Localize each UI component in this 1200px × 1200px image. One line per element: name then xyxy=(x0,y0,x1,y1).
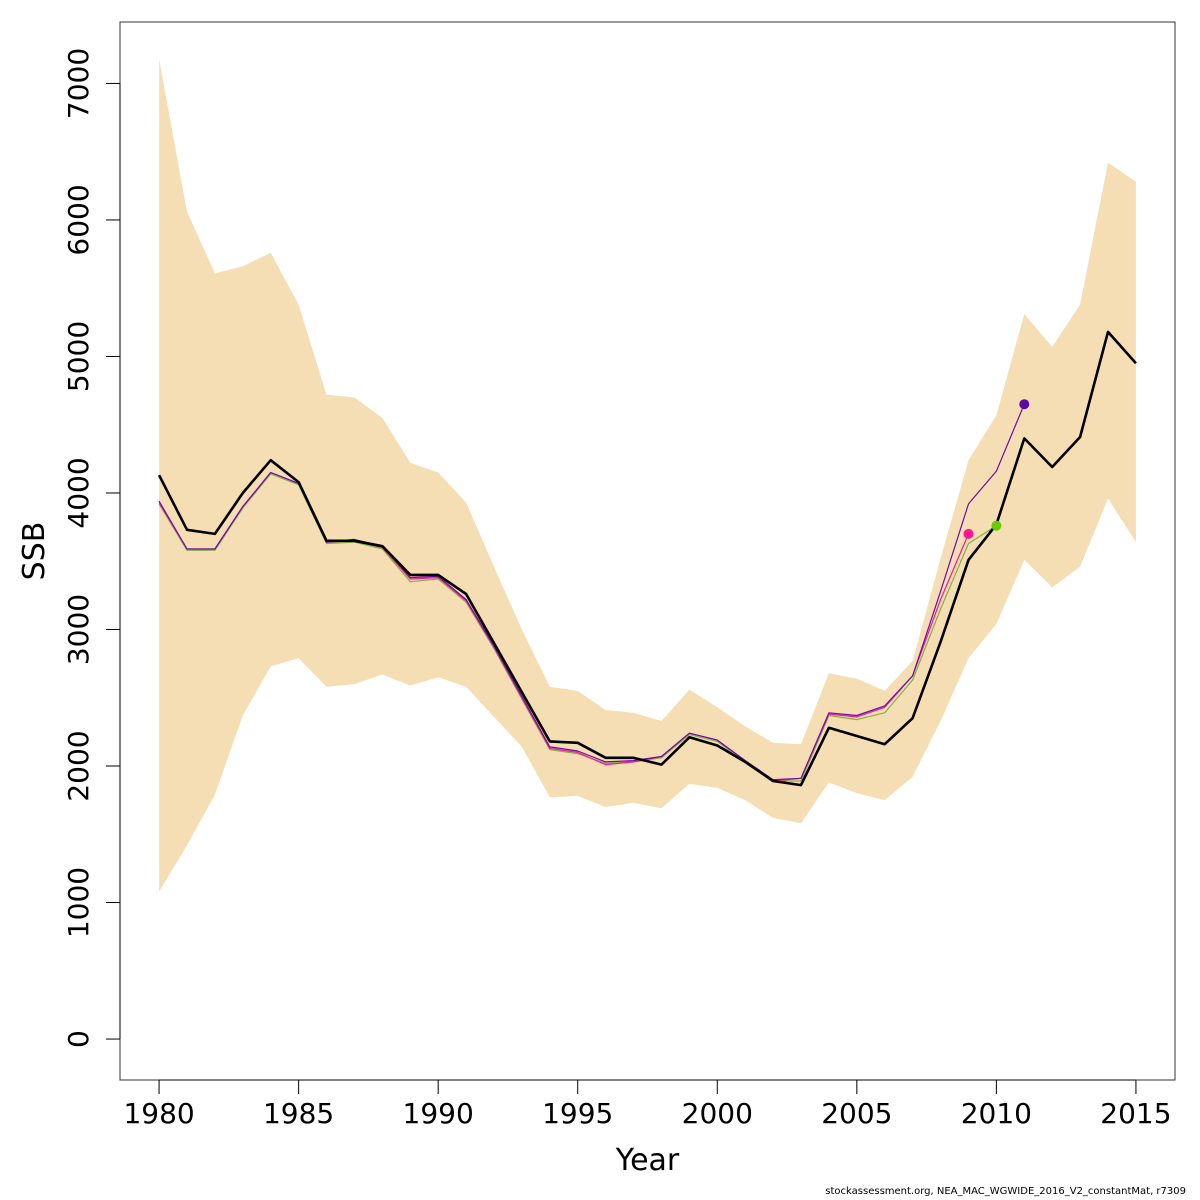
confidence-band-layer xyxy=(159,58,1136,892)
x-axis: 1980 1985 1990 1995 2000 2005 2010 2015 xyxy=(123,1079,1172,1130)
y-axis: 0 1000 2000 3000 4000 5000 6000 7000 xyxy=(62,48,121,1048)
y-tick-label: 4000 xyxy=(62,457,95,528)
retro-end-marker-1 xyxy=(991,520,1002,531)
confidence-band xyxy=(159,58,1136,892)
x-tick-label: 1995 xyxy=(542,1097,613,1130)
series-layer xyxy=(157,330,1137,787)
footer-credit: stockassessment.org, NEA_MAC_WGWIDE_2016… xyxy=(825,1186,1186,1197)
x-axis-label: Year xyxy=(615,1143,680,1178)
retro-end-marker-3 xyxy=(1019,399,1030,410)
x-tick-label: 2000 xyxy=(682,1097,753,1130)
ssb-main-line xyxy=(157,330,1137,787)
y-tick-label: 6000 xyxy=(62,184,95,255)
y-tick-label: 0 xyxy=(62,1030,95,1048)
retro-end-marker-2 xyxy=(963,528,974,539)
y-tick-label: 5000 xyxy=(62,321,95,392)
marker-layer xyxy=(963,399,1030,539)
x-tick-label: 1980 xyxy=(123,1097,194,1130)
x-tick-label: 1990 xyxy=(403,1097,474,1130)
y-tick-label: 3000 xyxy=(62,594,95,665)
x-tick-label: 2005 xyxy=(821,1097,892,1130)
x-tick-label: 2010 xyxy=(961,1097,1032,1130)
y-tick-label: 1000 xyxy=(62,867,95,938)
x-tick-label: 1985 xyxy=(263,1097,334,1130)
x-tick-label: 2015 xyxy=(1100,1097,1171,1130)
y-tick-label: 7000 xyxy=(62,48,95,119)
y-axis-label: SSB xyxy=(17,522,52,581)
y-tick-label: 2000 xyxy=(62,730,95,801)
